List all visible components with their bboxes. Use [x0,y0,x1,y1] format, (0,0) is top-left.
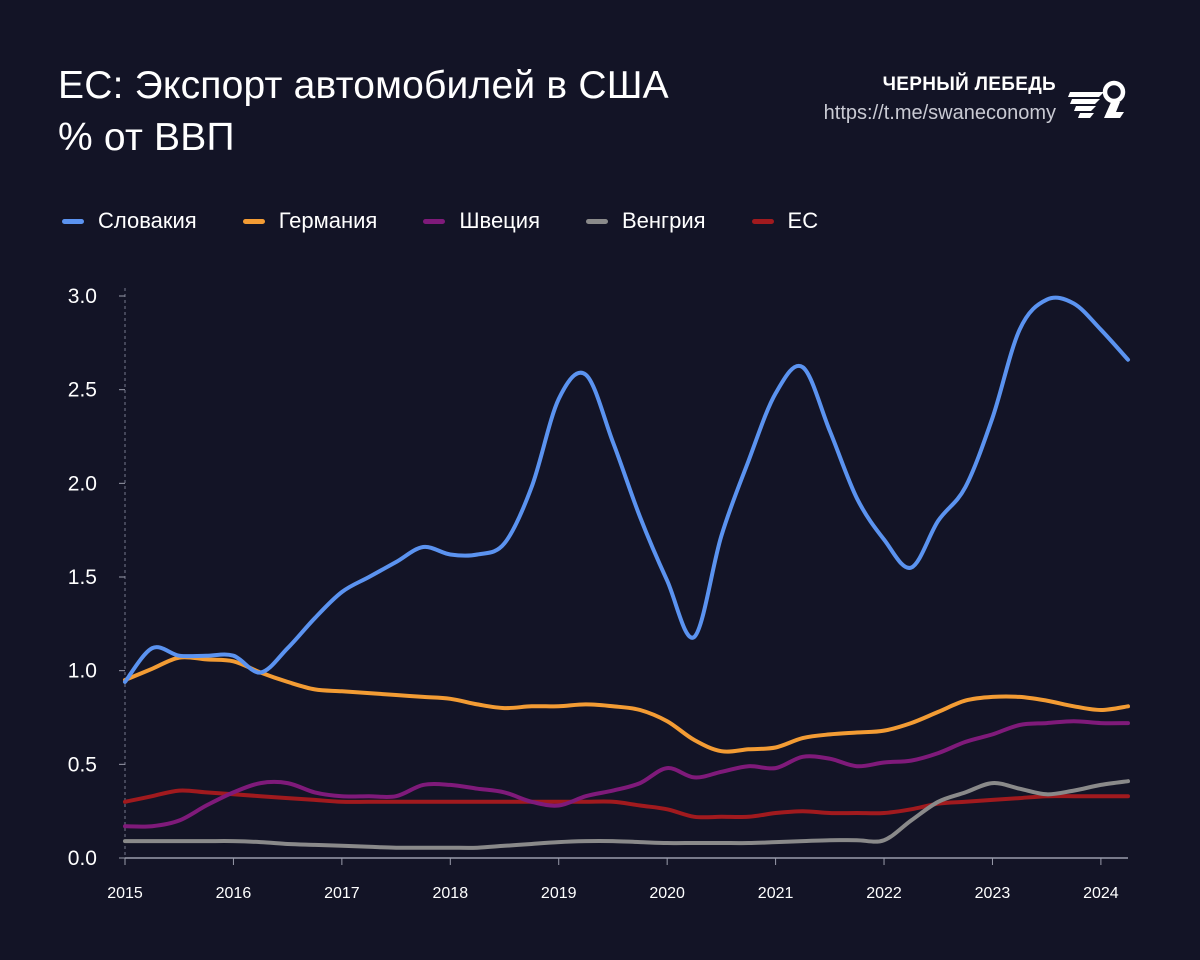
legend-label: ЕС [787,208,819,233]
x-tick-label: 2020 [649,885,685,902]
x-tick-label: 2016 [216,885,252,902]
legend-label: Германия [278,208,378,233]
x-tick-label: 2023 [975,885,1011,902]
chart-subtitle: % от ВВП [58,116,235,159]
y-tick-label: 0.5 [68,753,97,776]
legend-swatch [242,218,265,224]
brand-url[interactable]: https://t.me/swaneconomy [823,102,1056,124]
x-tick-label: 2021 [758,885,794,902]
x-tick-label: 2017 [324,885,360,902]
legend-label: Словакия [98,208,197,233]
brand-name: ЧЕРНЫЙ ЛЕБЕДЬ [882,74,1056,95]
legend-label: Венгрия [622,208,706,233]
legend-swatch [751,218,774,224]
x-tick-label: 2024 [1083,885,1119,902]
brand-block: ЧЕРНЫЙ ЛЕБЕДЬ https://t.me/swaneconomy [824,74,1056,125]
legend-item: Германия [242,208,378,234]
series-line-Германия [123,655,1130,754]
legend-item: Словакия [62,208,197,234]
chart-legend: Словакия Германия Швеция Венгрия ЕС [62,208,864,234]
legend-item: ЕС [751,208,819,234]
series-line-Швеция [123,719,1130,829]
legend-swatch [62,218,84,224]
legend-item: Швеция [423,208,540,234]
chart-title-line1: ЕС: Экспорт автомобилей в США [58,64,669,107]
x-tick-label: 2018 [433,885,469,902]
x-tick-label: 2015 [107,885,143,902]
series-line-Словакия [123,295,1130,684]
legend-swatch [423,218,446,224]
swan-logo-icon [1068,80,1126,118]
y-tick-label: 2.5 [68,379,97,402]
series-line-ЕС [123,788,1130,820]
series-line-Венгрия [123,779,1130,850]
legend-swatch [586,218,608,224]
legend-label: Швеция [459,208,540,233]
y-tick-label: 1.5 [68,566,97,589]
x-tick-label: 2022 [866,885,902,902]
y-tick-label: 1.0 [68,660,97,683]
x-tick-label: 2019 [541,885,577,902]
y-tick-label: 3.0 [68,285,97,308]
y-tick-label: 2.0 [68,472,97,495]
chart-title: ЕС: Экспорт автомобилей в США % от ВВП [58,60,669,164]
legend-item: Венгрия [586,208,706,234]
y-tick-label: 0.0 [68,847,97,870]
